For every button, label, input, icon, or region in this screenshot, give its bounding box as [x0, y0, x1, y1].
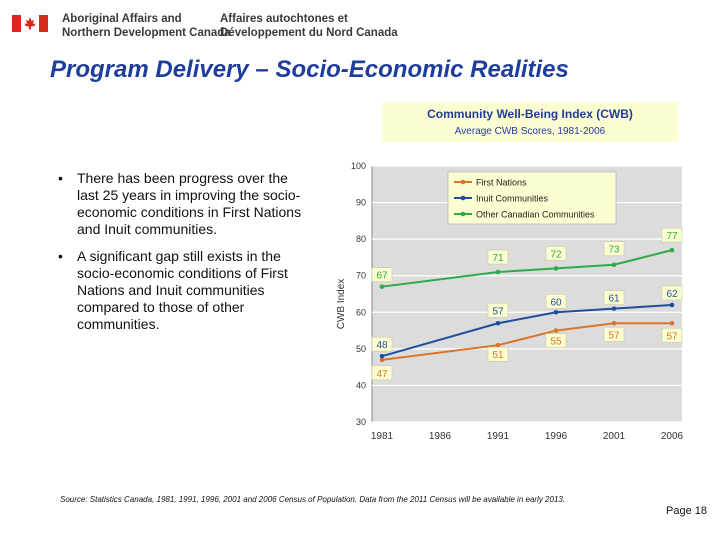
- data-point: [669, 302, 675, 308]
- cwb-line-chart: 30 40 50 60 70 80 90 100 1981 1986 1991 1996 2001 200…: [336, 161, 684, 442]
- data-label-box: [661, 285, 683, 301]
- data-label-box: [545, 246, 567, 261]
- legend-swatch-marker: [460, 195, 466, 201]
- chart-subtitle: Average CWB Scores, 1981-2006: [454, 126, 606, 137]
- data-label-box: [371, 365, 393, 381]
- x-tick-label: 1981: [371, 431, 394, 442]
- x-tick-label: 1991: [487, 431, 510, 442]
- data-label-box: [661, 227, 683, 243]
- canada-flag-icon: [12, 15, 48, 32]
- data-label: 77: [666, 231, 678, 242]
- legend-swatch-marker: [460, 179, 466, 185]
- x-tick-label: 1986: [429, 431, 452, 442]
- data-point: [495, 320, 501, 326]
- y-tick-label: 80: [356, 234, 366, 244]
- data-label-box: [487, 302, 509, 318]
- legend-box: [447, 171, 617, 225]
- source-note: Source: Statistics Canada, 1981, 1991, 1…: [60, 495, 566, 504]
- data-point: [495, 269, 501, 275]
- data-label-box: [371, 336, 393, 352]
- data-label-box: [545, 333, 567, 348]
- data-label: 57: [608, 330, 620, 341]
- data-label: 62: [666, 289, 678, 300]
- org-fr-line1: Affaires autochtones et: [220, 13, 348, 25]
- org-name-english: Aboriginal Affairs and Northern Developm…: [62, 12, 231, 40]
- data-label: 57: [666, 331, 678, 342]
- data-point: [669, 320, 675, 326]
- y-tick-label: 30: [356, 417, 366, 427]
- header: Aboriginal Affairs and Northern Developm…: [0, 0, 720, 44]
- data-point: [553, 328, 559, 333]
- data-label-box: [487, 346, 509, 362]
- chart-title-box: Community Well-Being Index (CWB) Average…: [382, 102, 678, 142]
- x-tick-label: 2001: [603, 431, 626, 442]
- data-label-box: [603, 326, 625, 342]
- y-tick-label: 60: [356, 307, 366, 317]
- data-point: [611, 306, 617, 311]
- data-point: [611, 320, 617, 326]
- y-axis-title: CWB Index: [336, 279, 347, 330]
- data-label: 73: [608, 245, 620, 256]
- data-label-box: [603, 290, 625, 305]
- y-tick-label: 100: [351, 161, 366, 171]
- data-label-box: [603, 241, 625, 257]
- data-label-box: [371, 267, 393, 282]
- data-label: 48: [376, 340, 388, 351]
- data-label: 47: [376, 369, 388, 380]
- legend-swatch-marker: [460, 211, 466, 217]
- bullet-list: • There has been progress over the last …: [58, 170, 306, 343]
- data-point: [553, 309, 559, 315]
- data-label: 60: [550, 297, 562, 308]
- page-number: Page 18: [666, 505, 707, 517]
- data-label-box: [545, 293, 567, 309]
- org-name-french: Affaires autochtones et Développement du…: [220, 12, 398, 40]
- bullet-item: • There has been progress over the last …: [58, 170, 306, 238]
- data-label: 71: [492, 253, 504, 264]
- legend-entry: Other Canadian Communities: [476, 210, 595, 220]
- data-point: [379, 284, 385, 289]
- bullet-marker: •: [58, 170, 63, 186]
- y-tick-label: 50: [356, 344, 366, 354]
- data-point: [495, 342, 501, 348]
- data-label: 67: [376, 271, 388, 282]
- legend-entry: Inuit Communities: [476, 194, 549, 204]
- data-label-box: [661, 327, 683, 343]
- data-point: [553, 266, 559, 271]
- data-label: 61: [608, 294, 620, 305]
- data-label: 55: [550, 337, 562, 348]
- y-tick-label: 70: [356, 271, 366, 281]
- data-point: [611, 262, 617, 268]
- data-label: 72: [550, 249, 562, 260]
- org-fr-line2: Développement du Nord Canada: [220, 27, 398, 39]
- data-label-box: [487, 249, 509, 265]
- data-point: [669, 247, 675, 253]
- slide-title: Program Delivery – Socio-Economic Realit…: [50, 56, 569, 83]
- data-label: 57: [492, 306, 504, 317]
- org-en-line1: Aboriginal Affairs and: [62, 13, 182, 25]
- y-tick-label: 40: [356, 380, 366, 390]
- chart-title: Community Well-Being Index (CWB): [427, 107, 633, 121]
- x-tick-label: 2006: [661, 431, 684, 442]
- data-point: [379, 353, 385, 359]
- bullet-item: • A significant gap still exists in the …: [58, 248, 306, 333]
- org-en-line2: Northern Development Canada: [62, 27, 231, 39]
- bullet-text: A significant gap still exists in the so…: [77, 248, 288, 332]
- data-label: 51: [492, 350, 504, 361]
- x-tick-label: 1996: [545, 431, 568, 442]
- bullet-marker: •: [58, 248, 63, 264]
- legend-entry: First Nations: [476, 178, 527, 188]
- bullet-text: There has been progress over the last 25…: [77, 170, 302, 237]
- y-tick-label: 90: [356, 198, 366, 208]
- data-point: [379, 357, 385, 363]
